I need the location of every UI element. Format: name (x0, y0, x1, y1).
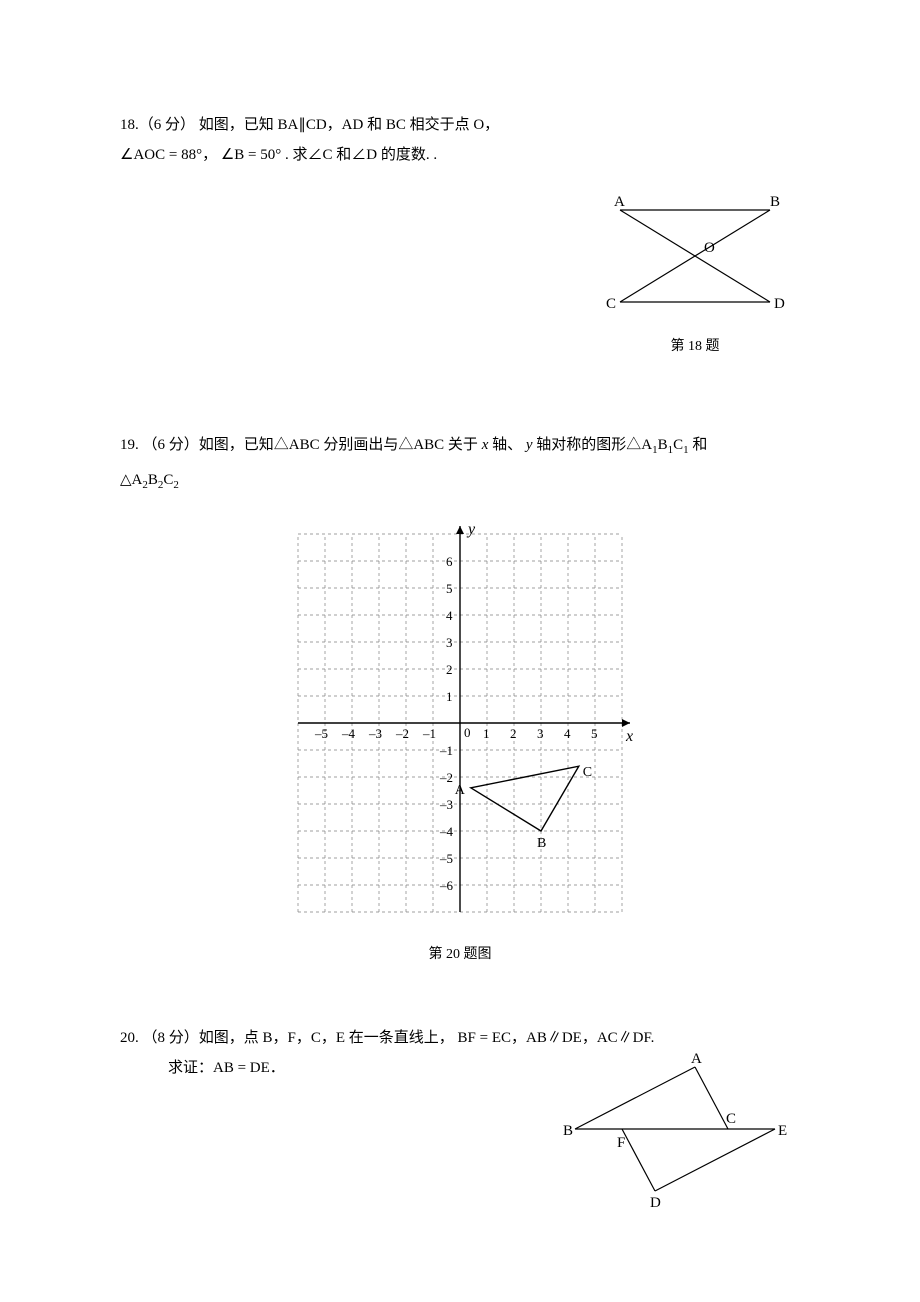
svg-text:0: 0 (464, 725, 471, 740)
figure-20-svg: A B F C E D (560, 1049, 790, 1209)
figure-18-caption: 第 18 题 (600, 335, 790, 355)
svg-text:–4: –4 (341, 726, 356, 741)
figure-19: xy–5–4–3–2–1012345123456–1–2–3–4–5–6ABC (286, 522, 634, 929)
label-A: A (614, 194, 625, 210)
p19-t8: B (148, 472, 158, 488)
svg-text:y: y (466, 522, 476, 538)
svg-text:–1: –1 (422, 726, 436, 741)
svg-text:–2: –2 (395, 726, 409, 741)
svg-text:3: 3 (446, 635, 453, 650)
svg-text:–3: –3 (439, 797, 453, 812)
label-C20: C (726, 1111, 736, 1127)
label-D20: D (650, 1195, 661, 1209)
svg-text:B: B (537, 836, 546, 851)
svg-text:4: 4 (446, 608, 453, 623)
p19-t2: 轴、 (488, 437, 526, 453)
svg-text:A: A (455, 783, 466, 798)
label-B: B (770, 194, 780, 210)
svg-text:3: 3 (537, 726, 544, 741)
svg-text:x: x (625, 728, 633, 745)
figure-18-svg: A B C D O (600, 192, 790, 322)
label-D: D (774, 296, 785, 312)
svg-text:6: 6 (446, 554, 453, 569)
p19-line2: △A2B2C2 (120, 465, 800, 500)
svg-text:5: 5 (591, 726, 598, 741)
p19-t1: 19. （6 分）如图，已知△ABC 分别画出与△ABC 关于 (120, 437, 482, 453)
problem-19: 19. （6 分）如图，已知△ABC 分别画出与△ABC 关于 x 轴、 y 轴… (120, 430, 800, 963)
svg-text:–5: –5 (439, 851, 453, 866)
label-A20: A (691, 1051, 702, 1067)
p19-t5: C (673, 437, 683, 453)
svg-text:2: 2 (446, 662, 453, 677)
p19-t6: 和 (689, 437, 708, 453)
figure-19-svg: xy–5–4–3–2–1012345123456–1–2–3–4–5–6ABC (286, 522, 634, 924)
svg-text:5: 5 (446, 581, 453, 596)
label-E20: E (778, 1123, 787, 1139)
p19-y: y (526, 437, 533, 453)
p19-line1: 19. （6 分）如图，已知△ABC 分别画出与△ABC 关于 x 轴、 y 轴… (120, 430, 800, 465)
svg-text:–1: –1 (439, 743, 453, 758)
svg-text:–2: –2 (439, 770, 453, 785)
figure-19-wrap: xy–5–4–3–2–1012345123456–1–2–3–4–5–6ABC … (120, 522, 800, 963)
svg-text:–5: –5 (314, 726, 328, 741)
svg-text:–4: –4 (439, 824, 454, 839)
p18-l1: 18.（6 分） 如图，已知 BA∥CD，AD 和 BC 相交于点 O， (120, 117, 499, 133)
figure-20: A B F C E D (560, 1049, 790, 1214)
svg-text:–3: –3 (368, 726, 382, 741)
svg-text:–6: –6 (439, 878, 454, 893)
problem-20: 20. （8 分）如图，点 B，F，C，E 在一条直线上， BF = EC，AB… (120, 1023, 800, 1223)
label-O: O (704, 240, 715, 256)
label-F20: F (617, 1135, 625, 1151)
p19-s6: 2 (173, 479, 179, 491)
p18-text-line1: 18.（6 分） 如图，已知 BA∥CD，AD 和 BC 相交于点 O， (120, 110, 800, 140)
svg-text:1: 1 (483, 726, 490, 741)
svg-text:2: 2 (510, 726, 517, 741)
label-C: C (606, 296, 616, 312)
p19-t7: △A (120, 472, 142, 488)
label-B20: B (563, 1123, 573, 1139)
svg-text:4: 4 (564, 726, 571, 741)
figure-18: A B C D O 第 18 题 (600, 192, 790, 355)
svg-text:1: 1 (446, 689, 453, 704)
svg-text:C: C (583, 765, 592, 780)
figure-19-caption: 第 20 题图 (120, 943, 800, 963)
p18-text-line2: ∠AOC = 88°， ∠B = 50° . 求∠C 和∠D 的度数. . (120, 140, 800, 170)
p19-t3: 轴对称的图形△A (533, 437, 653, 453)
p19-t9: C (163, 472, 173, 488)
problem-18: 18.（6 分） 如图，已知 BA∥CD，AD 和 BC 相交于点 O， ∠AO… (120, 110, 800, 370)
p19-t4: B (658, 437, 668, 453)
